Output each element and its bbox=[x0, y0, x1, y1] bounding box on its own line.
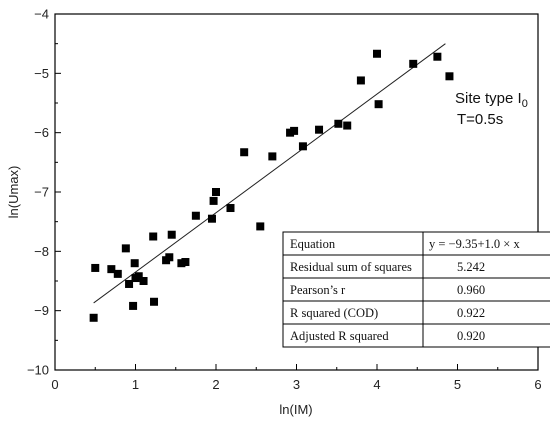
data-point bbox=[130, 259, 139, 268]
annotation-period: T=0.5s bbox=[457, 111, 503, 128]
data-point bbox=[268, 152, 277, 161]
data-point bbox=[89, 313, 98, 322]
data-point bbox=[409, 59, 418, 68]
data-point bbox=[167, 230, 176, 239]
stats-row-value: 0.920 bbox=[457, 329, 485, 343]
y-tick-label: −10 bbox=[27, 363, 49, 378]
y-axis-title: ln(Umax) bbox=[6, 166, 21, 219]
stats-row-value: 0.922 bbox=[457, 306, 485, 320]
stats-table-frame bbox=[282, 231, 550, 348]
y-tick-label: −9 bbox=[34, 303, 49, 318]
data-point bbox=[343, 121, 352, 130]
data-point bbox=[149, 232, 158, 241]
stats-table: Equation y = −9.35+1.0 × x Residual sum of… bbox=[282, 231, 550, 348]
data-point bbox=[334, 119, 343, 128]
data-point bbox=[256, 222, 265, 231]
data-point bbox=[121, 244, 130, 253]
data-point bbox=[209, 196, 218, 205]
y-tick-label: −8 bbox=[34, 244, 49, 259]
data-point bbox=[226, 204, 235, 213]
data-point bbox=[113, 269, 122, 278]
stats-row-value: 0.960 bbox=[457, 283, 485, 297]
data-point bbox=[107, 265, 116, 274]
x-tick-label: 0 bbox=[51, 377, 58, 392]
data-point bbox=[286, 128, 295, 137]
data-point bbox=[207, 214, 216, 223]
data-point bbox=[150, 297, 159, 306]
data-point bbox=[298, 142, 307, 151]
data-point bbox=[433, 52, 442, 61]
data-point bbox=[240, 148, 249, 157]
data-point bbox=[134, 272, 143, 281]
x-tick-label: 6 bbox=[534, 377, 541, 392]
data-point bbox=[181, 258, 190, 267]
x-tick-label: 4 bbox=[373, 377, 380, 392]
stats-row-label: Adjusted R squared bbox=[290, 329, 389, 343]
data-point bbox=[315, 125, 324, 134]
y-tick-label: −6 bbox=[34, 125, 49, 140]
annotation-subscript: 0 bbox=[522, 98, 528, 110]
plot-marks: 0 1 2 3 4 5 6 −4 −5 −6 −7 −8 −9 −10 bbox=[27, 7, 542, 393]
y-tick-label: −7 bbox=[34, 185, 49, 200]
x-tick-label: 3 bbox=[293, 377, 300, 392]
data-point bbox=[129, 301, 138, 310]
stats-row-value: 5.242 bbox=[457, 260, 485, 274]
y-tick-label: −4 bbox=[34, 7, 49, 22]
data-point bbox=[373, 49, 381, 58]
data-point bbox=[212, 188, 220, 196]
annotation-site-type: Site type I0 bbox=[455, 90, 528, 110]
x-tick-label: 5 bbox=[454, 377, 461, 392]
fit-line bbox=[93, 43, 446, 304]
plot-frame bbox=[54, 13, 539, 371]
data-point bbox=[374, 100, 383, 109]
x-tick-label: 1 bbox=[132, 377, 139, 392]
stats-row-label: R squared (COD) bbox=[290, 306, 378, 320]
data-point bbox=[290, 126, 299, 135]
stats-row-label: Residual sum of squares bbox=[290, 260, 412, 274]
y-tick-label: −5 bbox=[34, 66, 49, 81]
data-point bbox=[191, 211, 200, 220]
stats-row-label: Pearson’s r bbox=[290, 283, 346, 297]
data-point bbox=[356, 76, 365, 85]
x-tick-label: 2 bbox=[212, 377, 219, 392]
data-point bbox=[91, 263, 100, 272]
data-point bbox=[177, 259, 186, 268]
data-point bbox=[139, 277, 148, 285]
data-point bbox=[125, 279, 134, 288]
x-axis-title: ln(IM) bbox=[279, 402, 312, 417]
stats-header-label: Equation bbox=[290, 237, 336, 251]
data-point bbox=[165, 253, 174, 262]
stats-header-equation: y = −9.35+1.0 × x bbox=[429, 237, 520, 251]
data-point bbox=[445, 72, 454, 81]
